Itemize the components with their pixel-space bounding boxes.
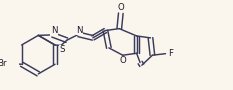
Text: S: S bbox=[59, 45, 65, 54]
Text: N: N bbox=[76, 26, 83, 35]
Text: O: O bbox=[117, 3, 124, 12]
Text: N: N bbox=[51, 26, 57, 35]
Text: Br: Br bbox=[0, 59, 6, 68]
Text: O: O bbox=[119, 57, 126, 66]
Text: F: F bbox=[168, 49, 173, 58]
